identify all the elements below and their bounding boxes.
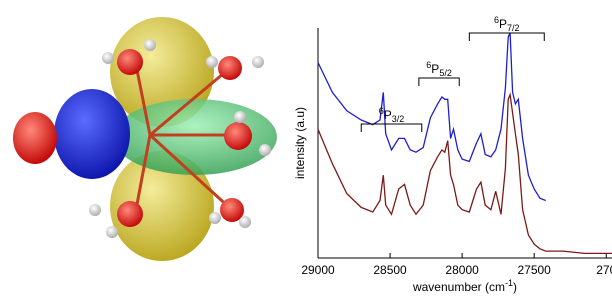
annotation-bracket — [419, 78, 459, 86]
label-main: P — [384, 108, 392, 122]
chart: 29000 28500 28000 27500 270 wavenumber (cm-1)… — [293, 15, 612, 294]
series-line — [318, 95, 612, 254]
label-sub: 3/2 — [392, 114, 405, 124]
label-main: P — [431, 62, 439, 76]
label-sub: 5/2 — [439, 68, 452, 78]
page: 29000 28500 28000 27500 270 wavenumber (cm-1)… — [0, 0, 612, 296]
x-tick-label: 270 — [596, 263, 612, 277]
y-axis-label: intensity (a.u) — [293, 107, 307, 179]
annotation-label: 6P7/2 — [494, 15, 520, 33]
figure: 29000 28500 28000 27500 270 wavenumber (cm-1)… — [0, 0, 612, 296]
annotation-bracket — [469, 33, 544, 41]
molecule-image — [13, 17, 277, 261]
x-label-sup: -1 — [505, 278, 513, 288]
label-sub: 7/2 — [507, 23, 520, 33]
series-line — [318, 33, 546, 201]
x-tick-label: 28000 — [445, 263, 479, 277]
x-label-text: wavenumber (cm — [412, 280, 505, 294]
annotation-label: 6P5/2 — [426, 60, 452, 78]
annotation-label: 6P3/2 — [379, 106, 405, 124]
x-tick-label: 27500 — [517, 263, 551, 277]
annotation-bracket — [361, 124, 422, 132]
label-main: P — [499, 17, 507, 31]
x-axis-label: wavenumber (cm-1) — [412, 278, 517, 294]
x-label-end: ) — [513, 280, 517, 294]
x-tick-label: 28500 — [373, 263, 407, 277]
x-tick-label: 29000 — [301, 263, 335, 277]
